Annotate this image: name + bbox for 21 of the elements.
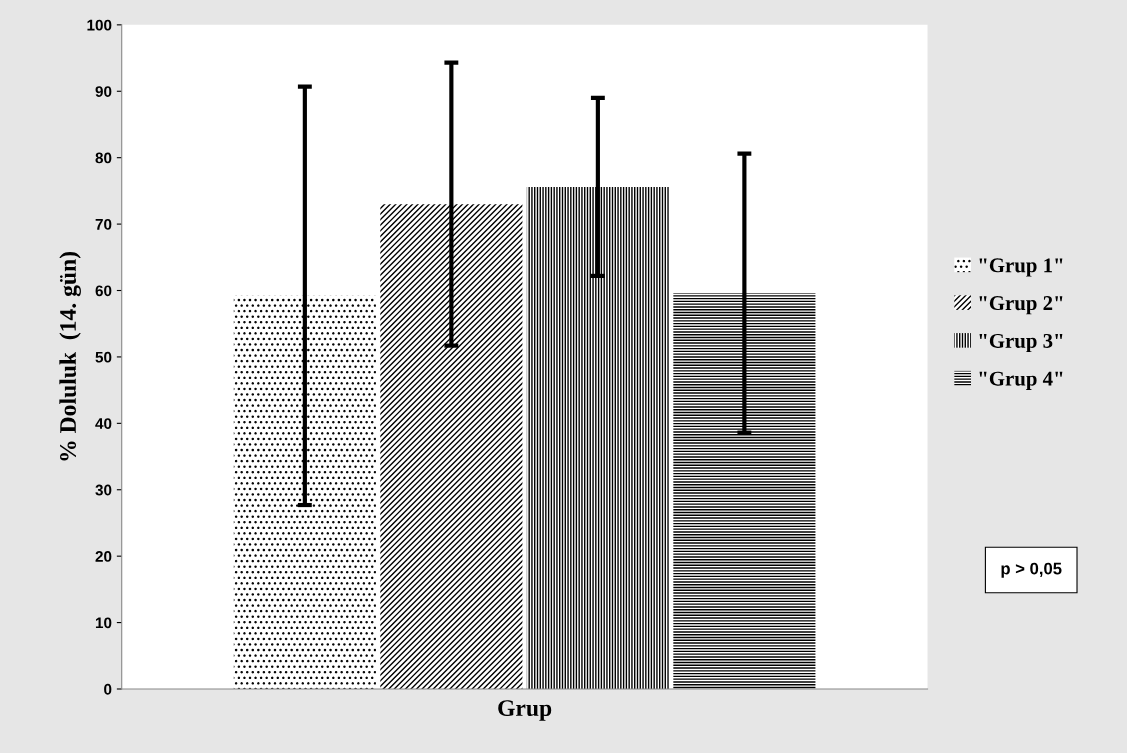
- text: p > 0,05: [1001, 562, 1062, 578]
- y-axis-title: % Doluluk (14. gün): [59, 252, 81, 461]
- y-tick-label: 90: [95, 86, 112, 97]
- y-tick-label: 10: [95, 617, 112, 629]
- y-tick-label: 40: [95, 418, 112, 430]
- y-tick-label: 0: [104, 683, 112, 695]
- bar: [380, 204, 523, 689]
- x-axis-title: Grup: [498, 700, 552, 721]
- y-tick-label: 70: [95, 218, 112, 230]
- y-tick-label: 100: [87, 19, 112, 31]
- legend-label: "Grup 4": [979, 371, 1063, 390]
- y-tick-label: 80: [95, 152, 112, 164]
- bar: [673, 293, 816, 689]
- legend-label: "Grup 2": [979, 296, 1063, 315]
- y-tick-label: 60: [95, 285, 112, 297]
- y-tick-label: 30: [95, 484, 112, 496]
- y-tick-label: 20: [95, 551, 112, 562]
- bar: [526, 186, 669, 689]
- legend-label: "Grup 1": [979, 258, 1063, 277]
- legend-label: "Grup 3": [979, 333, 1063, 353]
- y-tick-label: 50: [95, 351, 112, 363]
